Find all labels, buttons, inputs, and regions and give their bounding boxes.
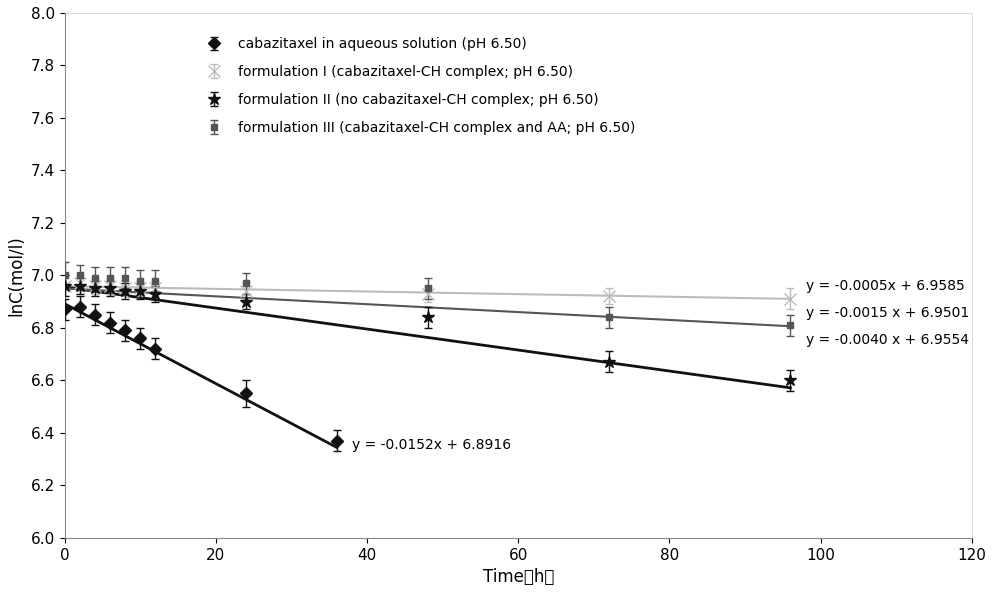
- X-axis label: Time（h）: Time（h）: [483, 568, 554, 586]
- Text: y = -0.0005x + 6.9585: y = -0.0005x + 6.9585: [806, 279, 964, 294]
- Y-axis label: lnC(mol/l): lnC(mol/l): [7, 235, 25, 315]
- Legend: cabazitaxel in aqueous solution (pH 6.50), formulation I (cabazitaxel-CH complex: cabazitaxel in aqueous solution (pH 6.50…: [189, 30, 642, 142]
- Text: y = -0.0040 x + 6.9554: y = -0.0040 x + 6.9554: [806, 333, 969, 347]
- Text: y = -0.0152x + 6.8916: y = -0.0152x + 6.8916: [352, 438, 511, 452]
- Text: y = -0.0015 x + 6.9501: y = -0.0015 x + 6.9501: [806, 306, 969, 320]
